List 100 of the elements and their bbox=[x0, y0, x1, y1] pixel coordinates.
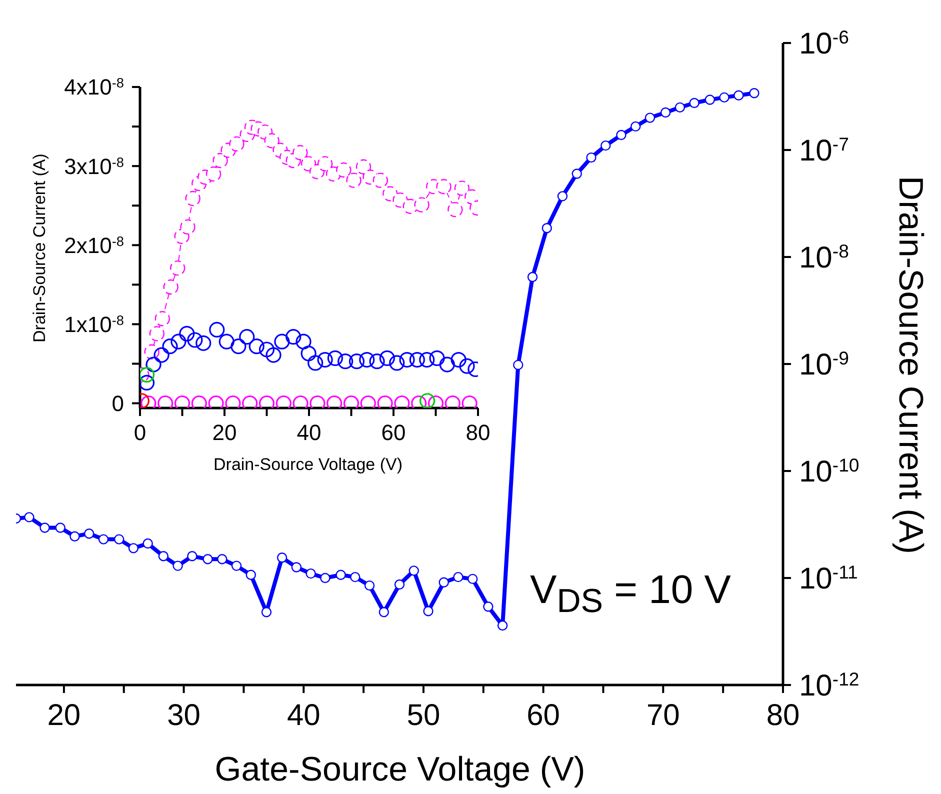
point bbox=[372, 172, 388, 188]
point bbox=[419, 352, 435, 368]
point bbox=[389, 355, 405, 371]
point bbox=[348, 354, 365, 370]
point bbox=[438, 577, 449, 588]
point bbox=[338, 354, 354, 370]
point bbox=[364, 580, 375, 591]
x-tick-label: 60 bbox=[526, 699, 560, 732]
point bbox=[180, 219, 196, 235]
point bbox=[308, 355, 324, 371]
point bbox=[586, 152, 596, 163]
x-tick-label: 20 bbox=[212, 420, 237, 445]
point bbox=[239, 329, 255, 345]
x-tick-label: 40 bbox=[296, 420, 322, 445]
point bbox=[356, 159, 372, 174]
point bbox=[187, 332, 203, 348]
point bbox=[264, 133, 280, 148]
y-tick-label: 10$^{-12}$ bbox=[799, 668, 860, 702]
point bbox=[84, 528, 94, 539]
point bbox=[719, 92, 730, 103]
point bbox=[409, 352, 425, 368]
point bbox=[246, 570, 256, 580]
y-tick-label: 0 bbox=[112, 390, 124, 416]
point bbox=[453, 572, 464, 582]
point bbox=[70, 531, 80, 542]
point bbox=[317, 156, 333, 172]
point bbox=[644, 112, 656, 123]
point bbox=[217, 554, 228, 564]
point bbox=[497, 620, 508, 631]
point bbox=[542, 223, 552, 234]
y-tick-label: 1x10$^{-8}$ bbox=[64, 312, 124, 337]
point bbox=[336, 162, 352, 178]
point bbox=[146, 356, 162, 372]
point bbox=[674, 102, 686, 113]
point bbox=[399, 352, 415, 368]
y-tick-label: 10$^{-8}$ bbox=[799, 240, 849, 274]
point bbox=[689, 98, 700, 108]
point bbox=[149, 326, 164, 342]
point bbox=[350, 572, 360, 582]
x-tick-label: 40 bbox=[286, 699, 320, 732]
point bbox=[320, 572, 330, 584]
point bbox=[300, 156, 316, 172]
point bbox=[630, 121, 641, 132]
point bbox=[196, 335, 212, 351]
y-tick-label: 10$^{-10}$ bbox=[799, 454, 860, 488]
y-tick-label: 3x10$^{-8}$ bbox=[64, 154, 124, 179]
point bbox=[306, 568, 316, 579]
point bbox=[286, 329, 302, 345]
y-tick-label: 10$^{-9}$ bbox=[799, 347, 849, 382]
y-tick-label: 10$^{-11}$ bbox=[799, 561, 858, 596]
point bbox=[394, 579, 405, 590]
point bbox=[231, 560, 242, 571]
point bbox=[162, 338, 178, 354]
point bbox=[202, 554, 213, 564]
point bbox=[359, 352, 375, 368]
point bbox=[154, 311, 170, 326]
point bbox=[572, 168, 582, 179]
point bbox=[206, 166, 222, 182]
point bbox=[436, 179, 452, 194]
point bbox=[296, 334, 312, 350]
point bbox=[439, 356, 455, 372]
x-tick-label: 20 bbox=[47, 699, 81, 732]
point bbox=[346, 172, 362, 188]
y-tick-label: 10$^{-7}$ bbox=[799, 133, 849, 168]
point bbox=[185, 190, 200, 206]
point bbox=[392, 192, 408, 208]
point bbox=[420, 393, 436, 408]
x-tick-label: 0 bbox=[134, 420, 146, 445]
y-tick-label: 2x10$^{-8}$ bbox=[64, 232, 124, 258]
point bbox=[414, 197, 430, 212]
x-tick-label: 70 bbox=[646, 699, 680, 732]
point bbox=[704, 94, 715, 105]
point bbox=[292, 145, 308, 160]
point bbox=[230, 338, 246, 354]
point bbox=[170, 334, 186, 350]
point bbox=[369, 354, 385, 370]
point bbox=[170, 260, 186, 276]
x-tick-label: 80 bbox=[466, 420, 490, 445]
point bbox=[600, 140, 611, 151]
point bbox=[734, 90, 744, 100]
point bbox=[258, 342, 275, 358]
point bbox=[454, 180, 470, 196]
x-tick-label: 80 bbox=[766, 699, 800, 732]
point bbox=[209, 322, 225, 338]
point bbox=[483, 602, 494, 612]
point bbox=[218, 334, 234, 350]
point bbox=[248, 338, 264, 354]
point bbox=[128, 543, 139, 554]
point bbox=[40, 522, 50, 533]
point bbox=[429, 350, 445, 366]
point bbox=[336, 570, 346, 580]
point bbox=[172, 560, 183, 571]
point bbox=[266, 347, 282, 363]
point bbox=[276, 552, 288, 563]
point bbox=[557, 191, 568, 202]
point bbox=[527, 272, 538, 282]
point bbox=[158, 551, 169, 562]
point bbox=[55, 522, 66, 533]
point bbox=[464, 189, 478, 204]
point bbox=[468, 574, 478, 584]
